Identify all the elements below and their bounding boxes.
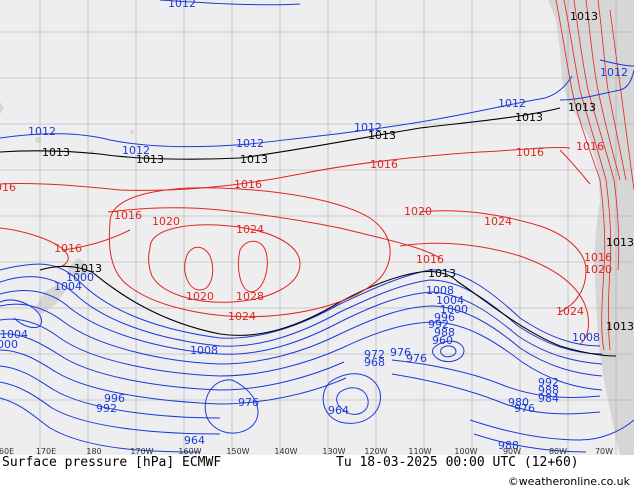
- contour-label-1012: 1012: [28, 125, 56, 138]
- longitude-tick-label: 160W: [178, 447, 202, 455]
- contour-label-996: 996: [104, 392, 125, 405]
- contour-label-1013: 1013: [570, 10, 598, 23]
- map-footer: Surface pressure [hPa] ECMWF Tu 18-03-20…: [0, 455, 634, 490]
- map-title: Surface pressure [hPa] ECMWF: [2, 455, 222, 470]
- contour-label-992: 992: [96, 402, 117, 415]
- contour-label-1013: 1013: [74, 262, 102, 275]
- contour-label-1000: 1000: [0, 338, 18, 351]
- contour-label-1004: 1004: [54, 280, 82, 293]
- contour-label-964: 964: [184, 434, 205, 447]
- valid-time: Tu 18-03-2025 00:00 UTC (12+60): [336, 455, 579, 470]
- longitude-tick-label: 120W: [364, 447, 388, 455]
- contour-label-1000: 1000: [66, 271, 94, 284]
- longitude-tick-label: 150W: [226, 447, 250, 455]
- contour-label-1004: 1004: [0, 328, 28, 341]
- contour-label-1013: 1013: [606, 320, 634, 333]
- pressure-chart-canvas: 1012 1012 1012 1012 1012 1012 1012 1013 …: [0, 0, 634, 455]
- contour-label-1012: 1012: [498, 97, 526, 110]
- contour-label-1013: 1013: [240, 153, 268, 166]
- contour-label-1016: 1016: [54, 242, 82, 255]
- contour-label-1024: 1024: [236, 223, 264, 236]
- contour-label-988: 988: [538, 384, 559, 397]
- longitude-tick-label: 180: [86, 447, 102, 455]
- contour-label-1013: 1013: [515, 111, 543, 124]
- longitude-tick-label: 130W: [322, 447, 346, 455]
- contour-label-1016: 1016: [576, 140, 604, 153]
- contour-label-1016: 1016: [516, 146, 544, 159]
- contour-labels: 1012 1012 1012 1012 1012 1012 1012 1013 …: [0, 0, 634, 452]
- contour-label-1012: 1012: [168, 0, 196, 10]
- island: [328, 130, 332, 134]
- contour-label-992: 992: [428, 318, 449, 331]
- new-zealand-south-island: [34, 284, 66, 314]
- contour-label-1004: 1004: [436, 294, 464, 307]
- contour-label-1024: 1024: [484, 215, 512, 228]
- contour-label-1024: 1024: [556, 305, 584, 318]
- andes-contour-cluster: [555, 0, 634, 351]
- longitude-tick-label: 140W: [274, 447, 298, 455]
- contour-label-1016: 1016: [370, 158, 398, 171]
- contour-label-1000: 1000: [440, 303, 468, 316]
- longitude-tick-label: 70W: [594, 447, 614, 455]
- contour-label-1016: 1016: [584, 251, 612, 264]
- longitude-tick-label: 100W: [454, 447, 478, 455]
- contour-label-960: 960: [432, 334, 453, 347]
- contour-label-1008: 1008: [572, 331, 600, 344]
- contour-label-1008: 1008: [426, 284, 454, 297]
- contour-label-976: 976: [390, 346, 411, 359]
- longitude-tick-label: 160E: [0, 447, 15, 455]
- lat-lon-grid: [0, 0, 634, 455]
- contour-label-980: 980: [508, 396, 529, 409]
- contour-label-976: 976: [406, 352, 427, 365]
- contour-label-1012: 1012: [354, 121, 382, 134]
- contour-label-976: 976: [514, 402, 535, 415]
- contour-label-1013: 1013: [42, 146, 70, 159]
- isobars-high-pressure: [0, 146, 591, 345]
- contour-label-1016: 1016: [0, 181, 16, 194]
- longitude-tick-label: 80W: [548, 447, 568, 455]
- contour-label-1012: 1012: [122, 144, 150, 157]
- contour-label-984: 984: [538, 392, 559, 405]
- contour-label-972: 972: [364, 348, 385, 361]
- contour-label-1024: 1024: [228, 310, 256, 323]
- contour-label-1016: 1016: [416, 253, 444, 266]
- contour-label-996: 996: [434, 311, 455, 324]
- contour-label-992: 992: [538, 376, 559, 389]
- contour-label-964: 964: [328, 404, 349, 417]
- contour-label-1020: 1020: [186, 290, 214, 303]
- contour-label-1020: 1020: [152, 215, 180, 228]
- source-credit[interactable]: ©weatheronline.co.uk: [507, 475, 630, 488]
- contour-label-1013: 1013: [568, 101, 596, 114]
- contour-label-1020: 1020: [584, 263, 612, 276]
- isobars-low-pressure: [0, 0, 634, 453]
- contour-label-1020: 1020: [404, 205, 432, 218]
- contour-label-976: 976: [238, 396, 259, 409]
- longitude-tick-label: 90W: [502, 447, 522, 455]
- contour-label-1016: 1016: [114, 209, 142, 222]
- contour-label-1028: 1028: [236, 290, 264, 303]
- contour-label-1012: 1012: [600, 66, 628, 79]
- contour-label-988: 988: [434, 326, 455, 339]
- longitude-tick-label: 170E: [35, 447, 57, 455]
- contour-label-988: 988: [498, 439, 519, 452]
- island: [130, 130, 134, 134]
- longitude-tick-label: 170W: [130, 447, 154, 455]
- contour-label-1008: 1008: [190, 344, 218, 357]
- longitude-tick-label: 110W: [408, 447, 432, 455]
- contour-label-1012: 1012: [236, 137, 264, 150]
- contour-label-1013: 1013: [136, 153, 164, 166]
- contour-label-1013: 1013: [428, 267, 456, 280]
- contour-label-1013: 1013: [368, 129, 396, 142]
- island: [0, 102, 4, 114]
- surface-pressure-map: 1012 1012 1012 1012 1012 1012 1012 1013 …: [0, 0, 634, 455]
- island: [35, 137, 41, 143]
- contour-label-968: 968: [364, 356, 385, 369]
- contour-label-1016: 1016: [234, 178, 262, 191]
- contour-label-1013: 1013: [606, 236, 634, 249]
- ocean-background: [0, 0, 634, 455]
